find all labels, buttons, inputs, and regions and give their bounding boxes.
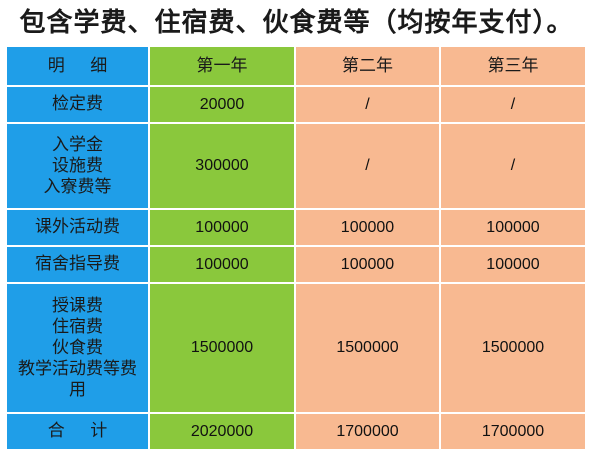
header-row: 明细 第一年 第二年 第三年 [5, 45, 587, 87]
row-year1: 20000 [148, 85, 296, 124]
header-year1: 第一年 [148, 45, 296, 87]
total-year3: 1700000 [439, 412, 587, 451]
table-row: 入学金 设施费 入寮费等 300000 / / [5, 122, 587, 210]
table-row: 授课费 住宿费 伙食费 教学活动费等费 用 1500000 1500000 15… [5, 282, 587, 414]
row-year2: 1500000 [294, 282, 441, 414]
row-year2: 100000 [294, 208, 441, 247]
page-title: 包含学费、住宿费、伙食费等（均按年支付）。 [19, 8, 574, 38]
row-year3: / [439, 122, 587, 210]
row-year3: / [439, 85, 587, 124]
row-year1: 300000 [148, 122, 296, 210]
header-item: 明细 [5, 45, 150, 87]
row-item: 授课费 住宿费 伙食费 教学活动费等费 用 [5, 282, 150, 414]
header-year3: 第三年 [439, 45, 587, 87]
total-label: 合计 [5, 412, 150, 451]
row-year1: 1500000 [148, 282, 296, 414]
table-row: 宿舍指导费 100000 100000 100000 [5, 245, 587, 284]
row-item: 课外活动费 [5, 208, 150, 247]
row-year3: 100000 [439, 208, 587, 247]
total-row: 合计 2020000 1700000 1700000 [5, 412, 587, 451]
row-year1: 100000 [148, 245, 296, 284]
table-row: 检定费 20000 / / [5, 85, 587, 124]
row-year1: 100000 [148, 208, 296, 247]
row-year3: 100000 [439, 245, 587, 284]
row-item: 宿舍指导费 [5, 245, 150, 284]
row-year3: 1500000 [439, 282, 587, 414]
row-item: 入学金 设施费 入寮费等 [5, 122, 150, 210]
fee-table: 明细 第一年 第二年 第三年 检定费 20000 / / 入学金 设施费 入寮费… [5, 45, 587, 451]
row-year2: / [294, 122, 441, 210]
table-row: 课外活动费 100000 100000 100000 [5, 208, 587, 247]
row-year2: 100000 [294, 245, 441, 284]
row-item: 检定费 [5, 85, 150, 124]
row-year2: / [294, 85, 441, 124]
total-year1: 2020000 [148, 412, 296, 451]
total-year2: 1700000 [294, 412, 441, 451]
header-year2: 第二年 [294, 45, 441, 87]
